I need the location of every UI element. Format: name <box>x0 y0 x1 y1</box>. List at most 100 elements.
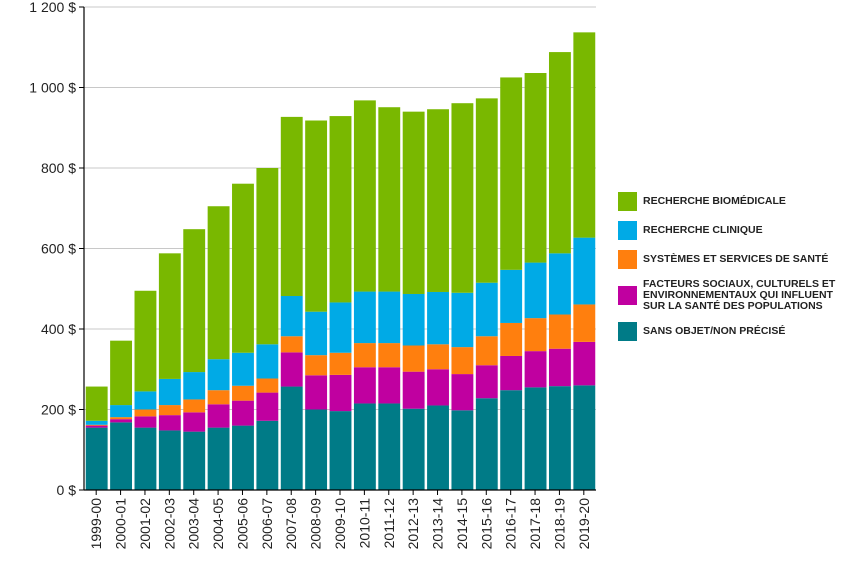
bar-segment <box>524 387 547 490</box>
bar-segment <box>207 390 230 405</box>
x-tick-label: 2011-12 <box>381 498 397 549</box>
legend-swatch <box>618 286 637 305</box>
bar-segment <box>158 405 181 416</box>
bar-segment <box>427 405 449 490</box>
bar-segment <box>85 427 108 490</box>
x-tick-label: 2010-11 <box>356 498 372 549</box>
bar-segment <box>232 425 254 490</box>
bar-segment <box>573 341 596 386</box>
bar-segment <box>256 420 279 490</box>
bar-segment <box>329 374 352 412</box>
bar-segment <box>280 116 303 296</box>
y-tick-labels: 0 $ 200 $ 400 $ 600 $ 800 $ 1 000 $ 1 200 $ <box>29 0 84 498</box>
bar-segment <box>402 345 425 372</box>
bar-segment <box>232 183 254 353</box>
legend-label: SYSTÈMES ET SERVICES DE SANTÉ <box>643 253 829 265</box>
legend-swatch <box>618 221 637 240</box>
bar-segment <box>329 302 352 353</box>
bar-segment <box>329 411 352 490</box>
bar-segment <box>402 408 425 490</box>
bar-segment <box>378 403 401 490</box>
bar-segment <box>256 344 279 379</box>
bars <box>85 32 596 490</box>
bar-segment <box>402 371 425 409</box>
bar-segment <box>134 427 157 490</box>
bar-segment <box>378 343 401 368</box>
bar-segment <box>256 378 279 393</box>
legend-item: SANS OBJET/NON PRÉCISÉ <box>618 322 843 341</box>
bar-segment <box>524 351 547 388</box>
bar-segment <box>524 262 547 319</box>
x-tick-label: 2006-07 <box>259 498 275 550</box>
bar-segment <box>280 295 303 337</box>
bar-segment <box>353 367 376 404</box>
bar-segment <box>207 427 230 490</box>
y-tick-label: 1 000 $ <box>29 80 76 96</box>
x-tick-label: 2016-17 <box>503 498 519 550</box>
bar-segment <box>427 369 449 406</box>
x-tick-label: 2014-15 <box>454 498 470 550</box>
bar-segment <box>573 32 596 238</box>
bar-segment <box>548 52 571 254</box>
bar-segment <box>500 77 523 270</box>
bar-segment <box>475 365 498 399</box>
bar-segment <box>548 348 571 387</box>
bar-segment <box>500 322 523 356</box>
bar-segment <box>207 404 230 428</box>
bar-segment <box>110 340 133 406</box>
x-tick-label: 2015-16 <box>478 498 494 550</box>
x-tick-label: 2003-04 <box>186 498 202 550</box>
x-tick-label: 2012-13 <box>405 498 421 550</box>
bar-segment <box>451 374 474 411</box>
bar-segment <box>232 400 254 426</box>
bar-segment <box>280 352 303 387</box>
bar-segment <box>427 291 449 345</box>
x-tick-label: 2001-02 <box>137 498 153 550</box>
y-tick-label: 1 200 $ <box>29 0 76 15</box>
bar-segment <box>134 409 157 417</box>
bar-segment <box>85 424 108 426</box>
legend: RECHERCHE BIOMÉDICALE RECHERCHE CLINIQUE S… <box>618 192 843 351</box>
legend-item: RECHERCHE CLINIQUE <box>618 221 843 240</box>
bar-segment <box>329 352 352 375</box>
bar-segment <box>451 410 474 490</box>
bar-segment <box>305 120 328 312</box>
bar-segment <box>427 109 449 292</box>
bar-segment <box>353 343 376 368</box>
bar-segment <box>378 291 401 344</box>
y-tick-label: 400 $ <box>41 321 76 337</box>
x-tick-label: 2004-05 <box>210 498 226 550</box>
bar-segment <box>451 347 474 375</box>
bar-segment <box>573 385 596 490</box>
legend-item: FACTEURS SOCIAUX, CULTURELS ET ENVIRONNE… <box>618 279 843 312</box>
legend-label: SANS OBJET/NON PRÉCISÉ <box>643 325 786 337</box>
bar-segment <box>573 304 596 342</box>
x-tick-label: 2005-06 <box>234 498 250 550</box>
y-tick-label: 0 $ <box>57 482 77 498</box>
x-tick-label: 2008-09 <box>308 498 324 550</box>
x-tick-label: 2007-08 <box>283 498 299 550</box>
bar-segment <box>85 420 108 425</box>
bar-segment <box>402 293 425 346</box>
bar-segment <box>207 206 230 360</box>
y-tick-label: 200 $ <box>41 402 76 418</box>
bar-segment <box>548 314 571 349</box>
bar-segment <box>183 229 206 373</box>
bar-segment <box>524 318 547 352</box>
bar-segment <box>158 253 181 379</box>
bar-segment <box>548 253 571 315</box>
bar-segment <box>378 107 401 292</box>
bar-segment <box>573 237 596 305</box>
legend-item: RECHERCHE BIOMÉDICALE <box>618 192 843 211</box>
bar-segment <box>500 355 523 391</box>
bar-segment <box>305 409 328 490</box>
bar-segment <box>475 398 498 490</box>
bar-segment <box>158 430 181 490</box>
bar-segment <box>158 378 181 406</box>
bar-segment <box>402 111 425 294</box>
bar-segment <box>183 372 206 400</box>
x-tick-label: 2009-10 <box>332 498 348 550</box>
bar-segment <box>183 399 206 413</box>
bar-segment <box>183 412 206 432</box>
bar-segment <box>134 290 157 392</box>
